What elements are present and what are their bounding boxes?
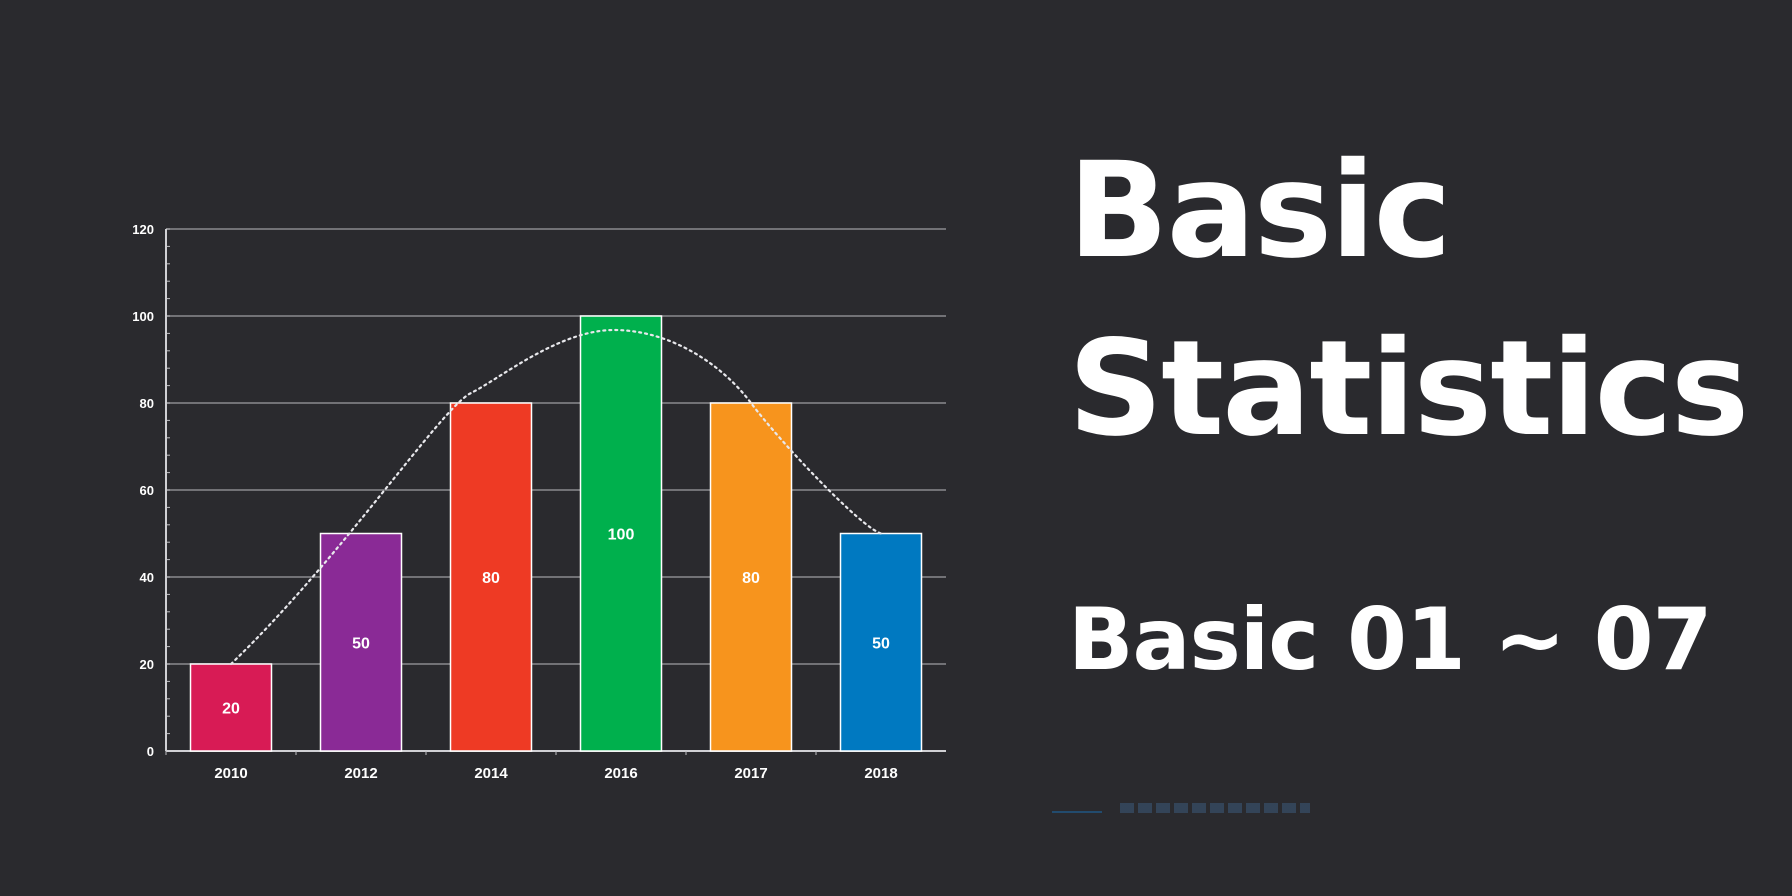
y-tick-label: 20 (140, 657, 154, 672)
data-label: 50 (352, 635, 370, 652)
data-label: 80 (742, 570, 760, 587)
faint-caption-mark (1120, 803, 1310, 813)
title-line-1: Basic (1068, 134, 1452, 288)
y-tick-label: 80 (140, 396, 154, 411)
bar-2014 (449, 402, 533, 752)
bar-2016 (579, 315, 663, 752)
bars (189, 315, 923, 752)
y-tick-label: 40 (140, 570, 154, 585)
data-labels: 20 50 80 100 80 50 (222, 527, 890, 718)
subtitle: Basic 01 ~ 07 (1068, 590, 1712, 690)
y-tick-label: 120 (132, 222, 154, 237)
axes (165, 228, 946, 755)
y-axis-ticks: 0 20 40 60 80 100 120 (132, 222, 154, 759)
x-tick-label: 2010 (214, 765, 247, 782)
x-tick-label: 2018 (864, 765, 897, 782)
x-axis-ticks: 2010 2012 2014 2016 2017 2018 (214, 765, 897, 782)
y-tick-label: 0 (147, 744, 154, 759)
bar-2012 (319, 532, 403, 752)
data-label: 20 (222, 701, 240, 718)
grid-lines (166, 228, 946, 665)
bell-curve (229, 328, 883, 666)
x-tick-label: 2012 (344, 765, 377, 782)
data-label: 80 (482, 570, 500, 587)
data-label: 100 (608, 527, 635, 544)
x-tick-label: 2014 (474, 765, 508, 782)
bar-2017 (709, 402, 793, 752)
x-tick-label: 2016 (604, 765, 637, 782)
faint-divider (1052, 811, 1102, 813)
data-label: 50 (872, 635, 890, 652)
y-tick-label: 100 (132, 309, 154, 324)
y-tick-label: 60 (140, 483, 154, 498)
trend-curve (229, 328, 883, 666)
bar-2010 (189, 663, 273, 752)
title-line-2: Statistics (1068, 312, 1749, 466)
x-tick-label: 2017 (734, 765, 767, 782)
bar-2018 (839, 532, 923, 752)
